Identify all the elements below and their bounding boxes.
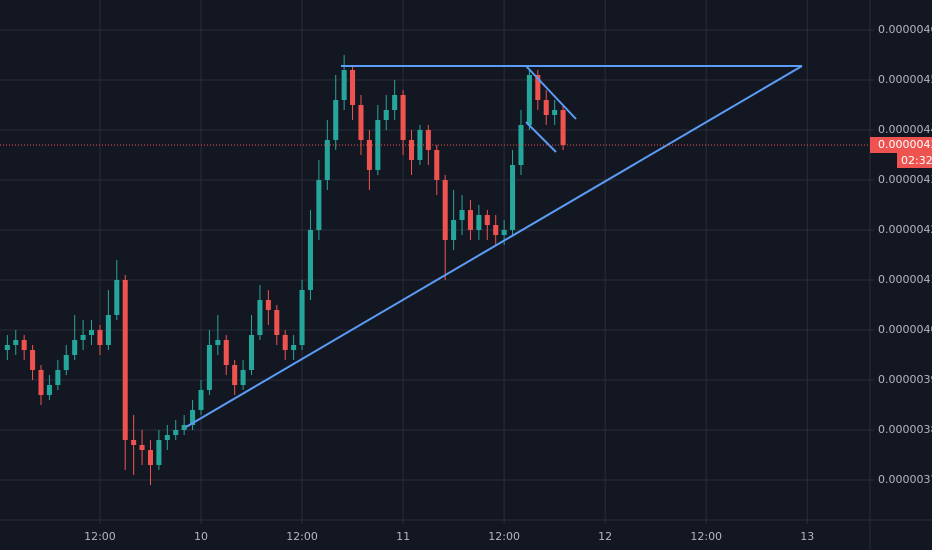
x-tick-label: 12:00: [84, 530, 116, 543]
candle-body: [434, 150, 440, 180]
candle-body: [105, 315, 111, 345]
candle-body: [291, 345, 297, 350]
candle-body: [299, 290, 305, 345]
candle-body: [350, 70, 356, 105]
candle-body: [501, 230, 507, 235]
candle-body: [282, 335, 288, 350]
x-tick-label: 12:00: [690, 530, 722, 543]
trend-lines: [185, 65, 803, 428]
candle-body: [535, 75, 541, 100]
channel-line: [525, 121, 557, 153]
candle-body: [375, 120, 381, 170]
y-tick-label: 0.00000420: [878, 223, 932, 236]
candle-body: [55, 370, 61, 385]
candle-body: [518, 125, 524, 165]
candle-body: [13, 340, 19, 345]
last-price-label: 0.00000437: [878, 138, 932, 151]
candle-body: [63, 355, 69, 370]
x-tick-label: 11: [396, 530, 410, 543]
y-tick-label: 0.00000400: [878, 323, 932, 336]
candle-body: [131, 440, 137, 445]
candle-body: [510, 165, 516, 230]
support-line: [185, 65, 803, 428]
candle-body: [552, 110, 558, 115]
candle-body: [400, 95, 406, 140]
y-tick-label: 0.00000450: [878, 73, 932, 86]
candle-body: [89, 330, 95, 335]
candle-body: [467, 210, 473, 230]
last-price-box: [870, 137, 932, 153]
candle-body: [476, 215, 482, 230]
candle-body: [493, 225, 499, 235]
candle-body: [248, 335, 255, 370]
x-tick-label: 10: [194, 530, 208, 543]
candle-body: [257, 300, 263, 335]
y-tick-label: 0.00000410: [878, 273, 932, 286]
candle-body: [139, 445, 145, 450]
candle-body: [223, 340, 229, 365]
y-tick-label: 0.00000430: [878, 173, 932, 186]
candle-body: [358, 105, 364, 140]
x-tick-label: 12:00: [286, 530, 318, 543]
candle-body: [122, 280, 128, 440]
y-tick-label: 0.00000460: [878, 23, 932, 36]
candle-body: [198, 390, 204, 410]
candle-body: [173, 430, 179, 435]
candle-body: [190, 410, 196, 425]
candle-body: [417, 130, 423, 160]
candle-body: [383, 110, 389, 120]
candle-body: [274, 310, 280, 335]
countdown-box: [897, 153, 932, 168]
y-tick-label: 0.00000370: [878, 473, 932, 486]
candle-body: [333, 100, 339, 140]
candle-body: [526, 75, 532, 125]
candle-body: [408, 140, 415, 160]
candle-body: [114, 280, 120, 315]
candle-body: [560, 110, 566, 145]
candle-body: [366, 140, 372, 170]
y-tick-label: 0.00000440: [878, 123, 932, 136]
x-tick-label: 12: [598, 530, 612, 543]
candle-body: [392, 95, 398, 110]
candle-body: [484, 215, 490, 225]
y-tick-label: 0.00000390: [878, 373, 932, 386]
candle-body: [442, 180, 448, 240]
candle-body: [215, 340, 221, 345]
candle-body: [316, 180, 322, 230]
candle-body: [307, 230, 313, 290]
countdown-label: 02:32: [901, 154, 932, 167]
candle-body: [181, 425, 187, 430]
candle-body: [80, 335, 86, 340]
candle-body: [21, 340, 27, 350]
channel-line: [525, 65, 577, 120]
candle-body: [341, 70, 347, 100]
candle-body: [240, 370, 246, 385]
candle-body: [97, 330, 103, 345]
candle-body: [46, 385, 52, 395]
candle-body: [324, 140, 330, 180]
y-tick-label: 0.00000380: [878, 423, 932, 436]
x-tick-label: 13: [800, 530, 814, 543]
candle-body: [232, 365, 238, 385]
candle-body: [4, 345, 10, 350]
candle-body: [265, 300, 271, 310]
candle-body: [164, 435, 170, 440]
candle-body: [459, 210, 465, 220]
candle-body: [425, 130, 431, 150]
candle-body: [156, 440, 162, 465]
candle-body: [206, 345, 212, 390]
candle-body: [451, 220, 457, 240]
candle-body: [147, 450, 153, 465]
candle-body: [72, 340, 78, 355]
candle-body: [38, 370, 44, 395]
candle-body: [30, 350, 36, 370]
candle-body: [543, 100, 549, 115]
x-tick-label: 12:00: [488, 530, 520, 543]
